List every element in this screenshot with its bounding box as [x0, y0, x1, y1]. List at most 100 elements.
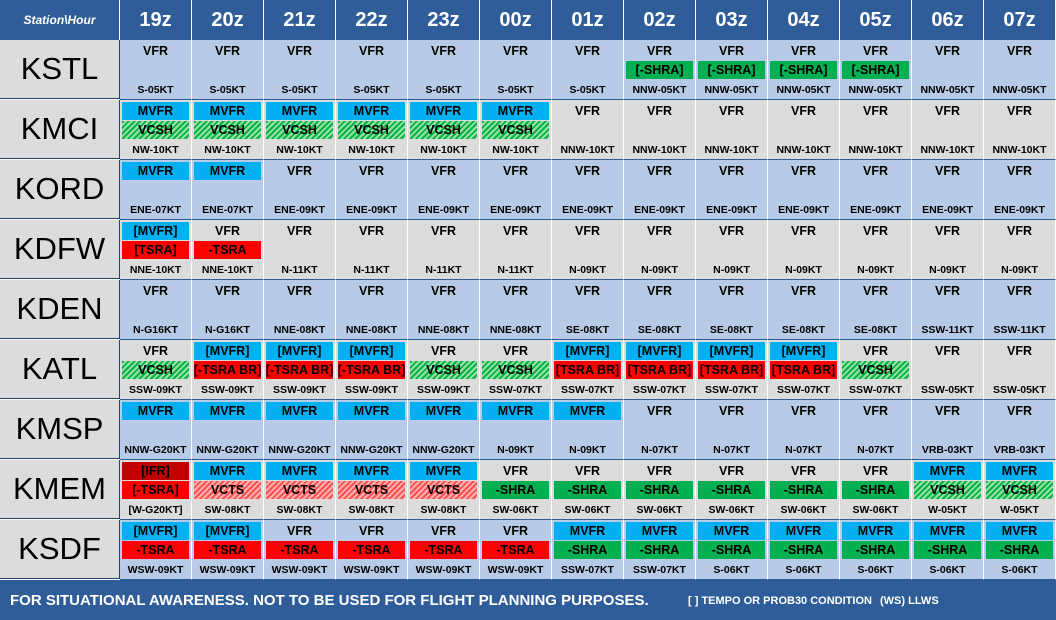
wind-value: NNW-10KT: [848, 144, 903, 156]
flight-category: [MVFR]: [338, 342, 405, 360]
forecast-cell: [MVFR] [-TSRA BR] SSW-09KT: [336, 340, 408, 400]
flight-category: [MVFR]: [122, 522, 189, 540]
flight-category: VFR: [791, 104, 816, 118]
forecast-cell: VFR N-11KT: [480, 220, 552, 280]
wind-value: N-09KT: [641, 264, 678, 276]
flight-category: MVFR: [986, 522, 1053, 540]
wind-value: VRB-03KT: [921, 444, 974, 456]
wind-value: SSW-07KT: [633, 384, 686, 396]
flight-category: VFR: [359, 524, 384, 538]
weather-condition: [TSRA BR]: [698, 361, 765, 379]
weather-condition: -SHRA: [626, 481, 693, 499]
flight-category: MVFR: [770, 522, 837, 540]
hour-header: 23z: [408, 0, 480, 40]
wind-value: NNE-08KT: [273, 324, 326, 336]
flight-category: VFR: [503, 464, 528, 478]
flight-category: VFR: [575, 464, 600, 478]
flight-category: VFR: [719, 464, 744, 478]
forecast-cell: MVFR -SHRA S-06KT: [696, 520, 768, 580]
flight-category: VFR: [215, 44, 240, 58]
weather-condition: [986, 301, 1053, 319]
hour-header: 21z: [264, 0, 336, 40]
wind-value: SW-08KT: [204, 504, 251, 516]
flight-category: VFR: [431, 344, 456, 358]
wind-value: SW-06KT: [780, 504, 827, 516]
flight-category: VFR: [935, 344, 960, 358]
weather-condition: [266, 181, 333, 199]
flight-category: VFR: [791, 224, 816, 238]
wind-value: NNW-10KT: [776, 144, 831, 156]
weather-condition: [770, 121, 837, 139]
wind-value: N-09KT: [785, 264, 822, 276]
wind-value: SW-06KT: [564, 504, 611, 516]
forecast-cell: VFR SSW-11KT: [912, 280, 984, 340]
flight-category: VFR: [791, 44, 816, 58]
weather-condition: VCTS: [194, 481, 261, 499]
forecast-cell: [IFR] [-TSRA] [W-G20KT]: [120, 460, 192, 520]
weather-condition: [914, 121, 981, 139]
wind-value: NNW-05KT: [704, 84, 759, 96]
forecast-cell: MVFR NNW-G20KT: [264, 400, 336, 460]
wind-value: SE-08KT: [709, 324, 754, 336]
flight-category: VFR: [647, 284, 672, 298]
flight-category: MVFR: [554, 522, 621, 540]
wind-value: N-07KT: [785, 444, 822, 456]
weather-condition: -SHRA: [842, 541, 909, 559]
weather-condition: [266, 421, 333, 439]
weather-condition: -SHRA: [770, 481, 837, 499]
wind-value: N-G16KT: [133, 324, 178, 336]
weather-condition: [410, 421, 477, 439]
flight-category: [MVFR]: [122, 222, 189, 240]
flight-category: MVFR: [410, 462, 477, 480]
wind-value: NNW-G20KT: [268, 444, 331, 456]
wind-value: ENE-09KT: [994, 204, 1045, 216]
wind-value: NNW-G20KT: [196, 444, 259, 456]
weather-condition: -SHRA: [554, 481, 621, 499]
forecast-cell: MVFR NNW-G20KT: [192, 400, 264, 460]
weather-condition: [122, 61, 189, 79]
forecast-cell: MVFR VCTS SW-08KT: [192, 460, 264, 520]
weather-condition: [554, 121, 621, 139]
forecast-cell: VFR SSW-11KT: [984, 280, 1056, 340]
forecast-cell: [MVFR] [-TSRA BR] SSW-09KT: [192, 340, 264, 400]
forecast-cell: VFR S-05KT: [120, 40, 192, 100]
forecast-cell: [MVFR] [TSRA BR] SSW-07KT: [696, 340, 768, 400]
forecast-cell: VFR N-09KT: [552, 220, 624, 280]
forecast-cell: VFR ENE-09KT: [912, 160, 984, 220]
flight-category: VFR: [719, 224, 744, 238]
weather-condition: [338, 421, 405, 439]
forecast-cell: VFR [-SHRA] NNW-05KT: [696, 40, 768, 100]
forecast-cell: MVFR VCSH W-05KT: [912, 460, 984, 520]
forecast-cell: VFR S-05KT: [336, 40, 408, 100]
wind-value: SW-06KT: [708, 504, 755, 516]
weather-condition: -SHRA: [698, 541, 765, 559]
wind-value: NNW-05KT: [632, 84, 687, 96]
wind-value: N-G16KT: [205, 324, 250, 336]
weather-condition: [698, 421, 765, 439]
header-row: Station\Hour 19z 20z 21z 22z 23z 00z 01z 02z 03z…: [0, 0, 1056, 40]
forecast-cell: VFR SE-08KT: [840, 280, 912, 340]
weather-condition: [770, 301, 837, 319]
forecast-cell: VFR NNW-10KT: [696, 100, 768, 160]
flight-category: [MVFR]: [626, 342, 693, 360]
wind-value: WSW-09KT: [271, 564, 328, 576]
weather-condition: [554, 181, 621, 199]
forecast-cell: [MVFR] [TSRA BR] SSW-07KT: [552, 340, 624, 400]
weather-condition: [842, 301, 909, 319]
flight-category: VFR: [647, 104, 672, 118]
hour-header: 00z: [480, 0, 552, 40]
wind-value: SSW-07KT: [561, 564, 614, 576]
wind-value: WSW-09KT: [487, 564, 544, 576]
flight-category: VFR: [863, 284, 888, 298]
forecast-cell: VFR N-G16KT: [120, 280, 192, 340]
flight-category: VFR: [719, 404, 744, 418]
flight-category: VFR: [431, 284, 456, 298]
weather-condition: [338, 61, 405, 79]
hour-header: 19z: [120, 0, 192, 40]
forecast-cell: MVFR -SHRA S-06KT: [768, 520, 840, 580]
flight-category: VFR: [431, 44, 456, 58]
forecast-cell: MVFR VCSH NW-10KT: [480, 100, 552, 160]
station-label: KMCI: [0, 100, 120, 159]
forecast-cell: VFR N-07KT: [696, 400, 768, 460]
